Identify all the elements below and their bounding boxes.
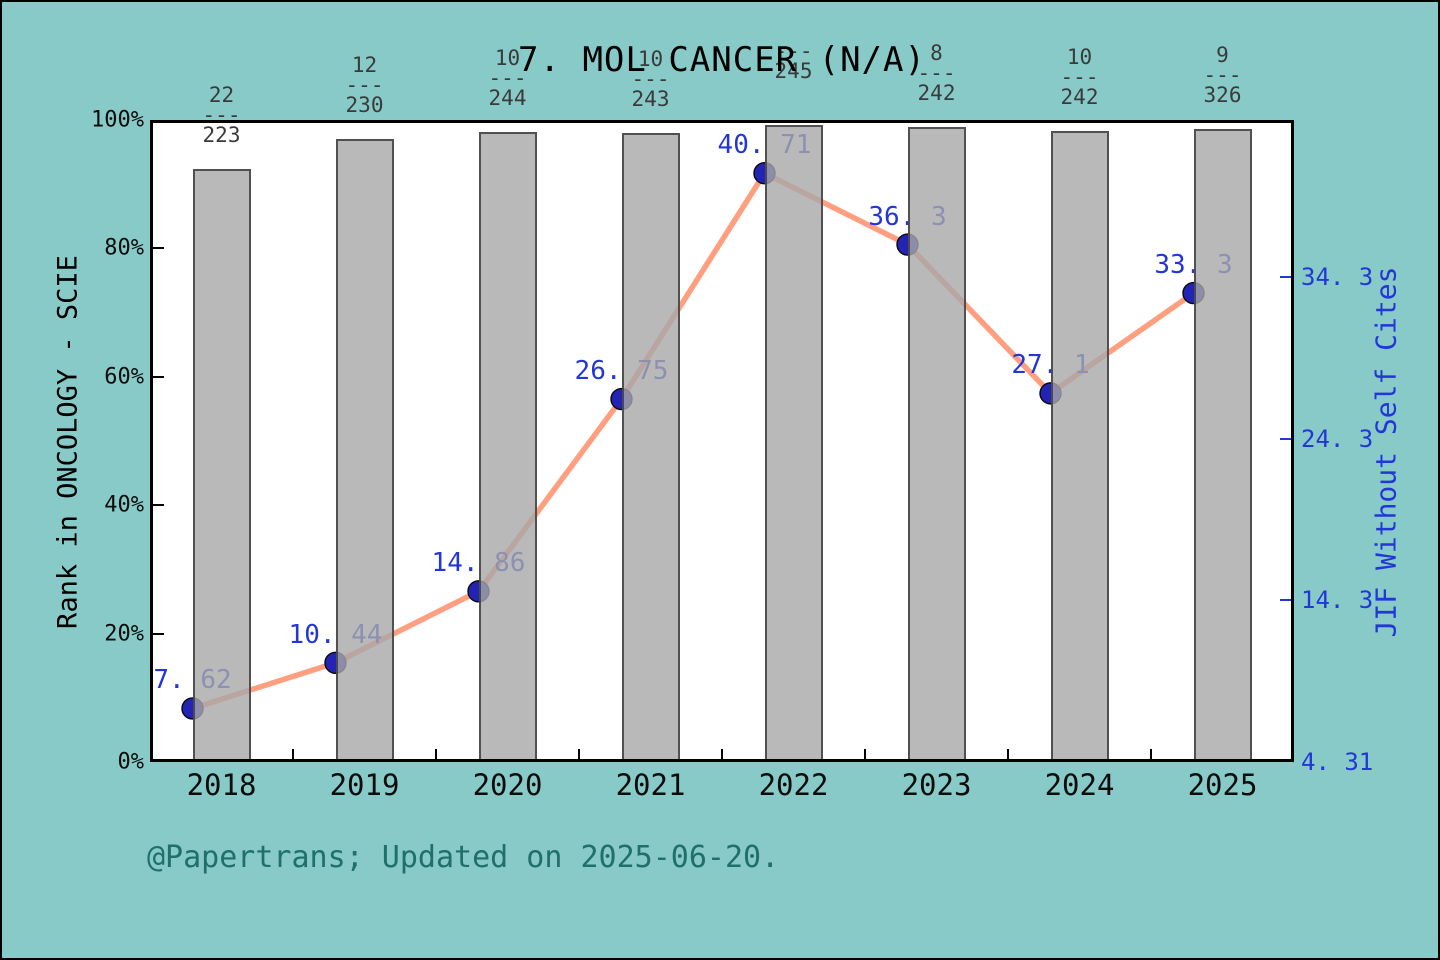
rank-fraction-2024: 10 --- 242 [1060, 44, 1099, 109]
rank-fraction-2023: 8 --- 242 [917, 41, 956, 106]
x-axis-minor-tick [864, 749, 866, 759]
x-tick-label-2018: 2018 [186, 768, 257, 802]
rank-fraction-2021: 10 --- 243 [631, 46, 670, 111]
bar-2025 [1193, 128, 1252, 759]
bar-2021 [621, 132, 680, 759]
x-tick-label-2021: 2021 [615, 768, 686, 802]
fraction-denominator: 245 [774, 59, 813, 84]
x-axis-minor-tick [292, 749, 294, 759]
fraction-denominator: 326 [1203, 82, 1242, 107]
right-axis-tick-label: 4. 31 [1301, 748, 1374, 776]
fraction-numerator: 10 [637, 46, 664, 71]
x-tick-label-2019: 2019 [329, 768, 400, 802]
chart-title: 7. MOL CANCER (N/A) [518, 40, 926, 80]
right-axis-tick-label: 24. 3 [1301, 424, 1374, 453]
fraction-separator: --- [917, 61, 956, 86]
fraction-numerator: 22 [208, 82, 235, 107]
fraction-denominator: 244 [488, 86, 527, 111]
x-tick-label-2023: 2023 [901, 768, 972, 802]
fraction-separator: --- [345, 73, 384, 98]
right-axis-tick [1280, 275, 1291, 278]
left-axis-tick-label: 60% [104, 364, 144, 390]
x-axis-minor-tick [435, 749, 437, 759]
x-tick-label-2024: 2024 [1044, 768, 1115, 802]
rank-fraction-2025: 9 --- 326 [1203, 42, 1242, 107]
x-axis-minor-tick [1007, 749, 1009, 759]
x-axis-minor-tick [1150, 749, 1152, 759]
rank-fraction-2022: --- 245 [774, 39, 813, 84]
x-tick-label-2020: 2020 [472, 768, 543, 802]
left-axis-tick-label: 100% [91, 107, 144, 133]
rank-fraction-2019: 12 --- 230 [345, 53, 384, 118]
rank-fraction-2020: 10 --- 244 [488, 46, 527, 111]
watermark-text: @Papertrans; Updated on 2025-06-20. [147, 840, 780, 875]
fraction-separator: --- [202, 102, 241, 127]
fraction-denominator: 230 [345, 93, 384, 118]
fraction-separator: --- [488, 66, 527, 91]
bar-2024 [1050, 130, 1109, 759]
left-axis-tick [153, 632, 164, 635]
bar-2020 [478, 132, 537, 759]
x-axis-minor-tick [721, 749, 723, 759]
right-axis-tick-label: 14. 3 [1301, 586, 1374, 615]
right-axis-tick [1280, 599, 1291, 602]
left-axis-tick-label: 40% [104, 492, 144, 518]
jif-line-chart [181, 162, 1205, 720]
x-axis-minor-tick [578, 749, 580, 759]
fraction-numerator: 12 [351, 53, 378, 78]
fraction-denominator: 223 [202, 122, 241, 147]
bar-2018 [192, 168, 251, 759]
x-tick-label-2025: 2025 [1187, 768, 1258, 802]
left-axis-title: Rank in ONCOLOGY - SCIE [52, 255, 84, 629]
right-axis-tick-label: 34. 3 [1301, 262, 1374, 291]
fraction-numerator: 9 [1216, 42, 1229, 67]
fraction-numerator: 8 [930, 41, 943, 66]
fraction-denominator: 243 [631, 86, 670, 111]
x-tick-label-2022: 2022 [758, 768, 829, 802]
right-axis-tick [1280, 437, 1291, 440]
fraction-separator: --- [774, 39, 813, 64]
fraction-separator: --- [1203, 62, 1242, 87]
rank-fraction-2018: 22 --- 223 [202, 82, 241, 147]
bar-2022 [764, 125, 823, 759]
fraction-denominator: 242 [1060, 84, 1099, 109]
left-axis-tick-label: 80% [104, 235, 144, 261]
left-axis-tick [153, 375, 164, 378]
fraction-separator: --- [1060, 64, 1099, 89]
bar-2019 [335, 139, 394, 759]
left-axis-tick [153, 504, 164, 507]
left-axis-tick [153, 247, 164, 250]
right-axis-title: JIF Without Self Cites [1369, 266, 1403, 638]
bar-2023 [907, 127, 966, 759]
fraction-separator: --- [631, 66, 670, 91]
fraction-numerator: 10 [1066, 44, 1093, 69]
left-axis-tick-label: 20% [104, 621, 144, 647]
fraction-denominator: 242 [917, 81, 956, 106]
left-axis-tick-label: 0% [117, 749, 145, 775]
fraction-numerator: 10 [494, 46, 521, 71]
